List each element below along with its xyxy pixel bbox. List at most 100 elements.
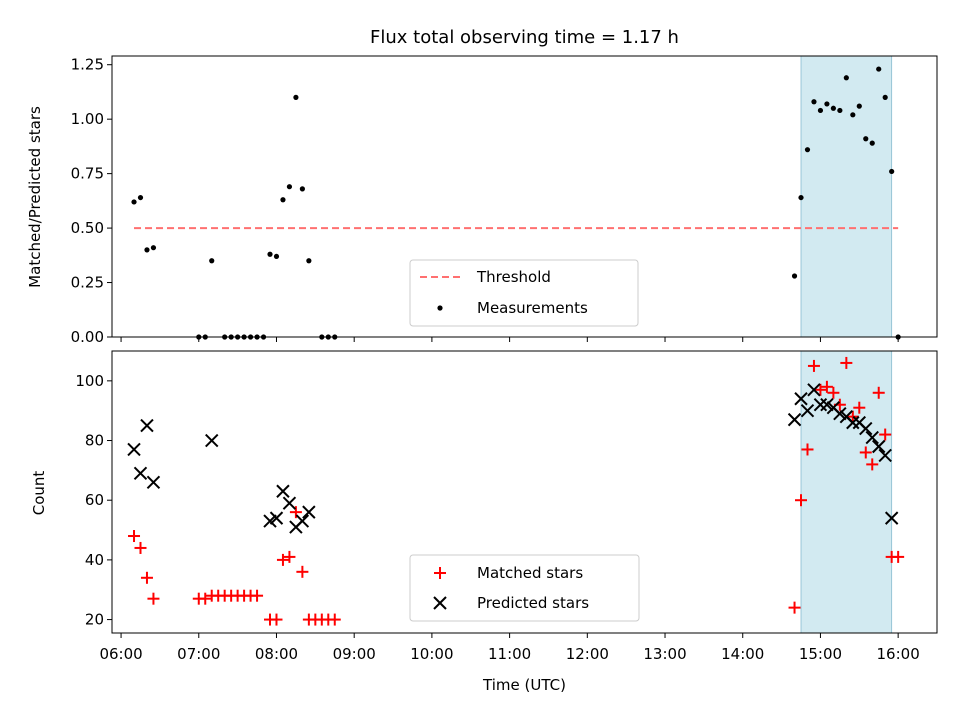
matched-stars-point (147, 592, 160, 605)
y-tick-label: 80 (85, 432, 104, 450)
predicted-stars-point (205, 433, 219, 448)
y-tick-label: 60 (85, 491, 104, 509)
predicted-stars-point (787, 412, 802, 427)
x-tick-label: 08:00 (255, 645, 298, 663)
measurements-point (209, 258, 215, 264)
matched-stars-point (788, 601, 801, 614)
measurements-point (137, 194, 144, 201)
measurements-point (811, 99, 817, 105)
matched-stars-point (296, 565, 309, 578)
measurements-point (889, 168, 895, 175)
predicted-stars-point (807, 383, 821, 397)
x-tick-label: 16:00 (877, 645, 920, 663)
x-tick-label: 13:00 (643, 645, 686, 663)
matched-stars-point (853, 401, 866, 414)
x-tick-label: 10:00 (410, 645, 453, 663)
count-marks (127, 356, 905, 626)
matched-stars-point (872, 386, 885, 399)
matched-legend-label: Matched stars (477, 564, 583, 582)
matched-stars-point (270, 613, 283, 626)
predicted-stars-point (794, 392, 808, 406)
measurements-point (798, 194, 804, 201)
predicted-stars-point (846, 415, 860, 430)
predicted-stars-point (878, 448, 892, 463)
measurements-point (131, 199, 137, 205)
x-tick-label: 12:00 (566, 645, 609, 663)
predicted-legend-swatch (433, 596, 447, 610)
matched-stars-point (840, 356, 853, 369)
x-tick-label: 07:00 (177, 645, 220, 663)
predicted-stars-point (146, 475, 161, 490)
ratio-panel: 0.00 0.25 0.50 0.75 1.00 1.25 Matched/Predict… (26, 55, 938, 346)
matched-stars-point (276, 553, 289, 566)
measurements-point (869, 140, 875, 146)
predicted-stars-point (302, 505, 316, 519)
measurements-point (150, 245, 157, 251)
measurements-point (144, 247, 150, 253)
measurements-point (817, 107, 824, 114)
measurements-point (273, 253, 280, 260)
y-tick-label: 20 (85, 611, 104, 629)
count-legend-box (409, 554, 640, 622)
measurements-point (280, 197, 286, 203)
x-axis-label: Time (UTC) (482, 676, 566, 694)
predicted-stars-point (140, 418, 154, 433)
count-y-ticks: 20 40 60 80 100 (75, 372, 112, 629)
matched-legend-swatch (434, 567, 446, 579)
count-axes-frame (111, 350, 938, 634)
predicted-stars-point (133, 466, 148, 481)
x-tick-label: 11:00 (488, 645, 531, 663)
measurements-point (824, 101, 830, 107)
measurements-point (843, 75, 849, 81)
matched-stars-point (859, 446, 872, 459)
measurements-point (267, 251, 273, 257)
ratio-highlight-band (800, 55, 893, 338)
count-legend: Matched stars Predicted stars (409, 554, 640, 622)
matched-stars-point (866, 458, 879, 471)
predicted-legend-label: Predicted stars (477, 594, 589, 612)
measurements-point (804, 147, 811, 153)
y-tick-label: 0.50 (71, 219, 104, 237)
predicted-stars-point (833, 406, 847, 421)
measurements-point (286, 184, 293, 190)
measurements-point (882, 94, 888, 100)
threshold-legend-label: Threshold (476, 268, 551, 286)
y-tick-label: 1.00 (71, 110, 104, 128)
ratio-legend-box (409, 259, 639, 327)
ratio-y-axis-label: Matched/Predicted stars (26, 106, 44, 288)
predicted-stars-point (276, 484, 290, 498)
matched-stars-point (283, 550, 296, 563)
y-tick-label: 0.75 (71, 165, 104, 183)
predicted-stars-point (813, 398, 828, 412)
y-tick-label: 1.25 (71, 56, 104, 74)
predicted-stars-point (859, 421, 873, 436)
matched-stars-point (814, 383, 827, 396)
measurements-legend-swatch (437, 305, 443, 311)
measurements-point (863, 136, 869, 142)
matched-stars-point (199, 592, 212, 605)
ratio-x-ticks (120, 337, 899, 342)
ratio-legend: Threshold Measurements (409, 259, 639, 327)
matched-stars-point (251, 589, 264, 602)
matched-stars-point (128, 530, 141, 543)
matched-stars-point (134, 541, 147, 554)
count-x-ticks: 06:00 07:00 08:00 09:00 10:00 11:00 12:00 13:00… (99, 633, 920, 663)
x-tick-label: 09:00 (333, 645, 376, 663)
measurements-point (791, 273, 798, 279)
measurements-point (293, 94, 299, 100)
y-tick-label: 0.00 (71, 328, 104, 346)
count-highlight-band (800, 350, 893, 634)
chart-title: Flux total observing time = 1.17 h (370, 27, 679, 48)
predicted-stars-point (865, 430, 879, 445)
ratio-axes-frame (111, 55, 938, 338)
predicted-stars-point (127, 442, 141, 457)
measurements-point (306, 258, 312, 264)
matched-stars-point (879, 428, 892, 441)
matched-stars-point (846, 410, 859, 423)
count-y-axis-label: Count (30, 471, 48, 516)
matched-stars-point (289, 506, 302, 519)
y-tick-label: 40 (85, 551, 104, 569)
measurements-point (837, 107, 843, 114)
matched-stars-point (820, 380, 833, 393)
